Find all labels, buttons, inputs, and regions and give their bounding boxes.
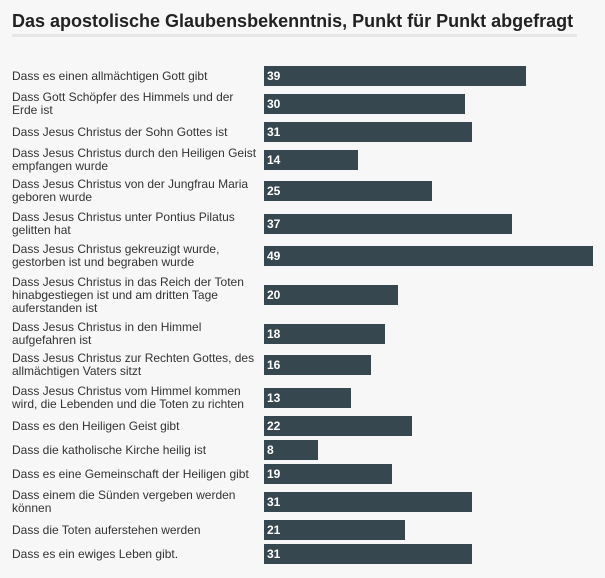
bar [264, 324, 385, 344]
category-label: Dass Jesus Christus der Sohn Gottes ist [12, 124, 228, 139]
category-label: Dass die katholische Kirche heilig ist [12, 442, 207, 457]
bar-value-label: 20 [267, 288, 281, 302]
category-label: Dass es eine Gemeinschaft der Heiligen g… [12, 466, 249, 481]
category-label: Dass Jesus Christus von der Jungfrau Mar… [12, 177, 249, 204]
bar [264, 94, 466, 114]
category-label: Dass Jesus Christus vom Himmel kommen wi… [12, 384, 244, 411]
bar-value-label: 37 [267, 217, 281, 231]
bar-value-label: 14 [267, 153, 281, 167]
bar [264, 122, 473, 142]
bar [264, 285, 399, 305]
bar [264, 355, 372, 375]
bar [264, 181, 432, 201]
bar-value-label: 49 [267, 249, 281, 263]
bar-value-label: 31 [267, 125, 281, 139]
category-label: Dass Jesus Christus in das Reich der Tot… [12, 274, 244, 315]
bar [264, 416, 412, 436]
bar [264, 544, 473, 564]
bar-value-label: 16 [267, 358, 281, 372]
bar [264, 150, 358, 170]
bar [264, 214, 513, 234]
bar-value-label: 18 [267, 327, 281, 341]
bar [264, 440, 318, 460]
bar-value-label: 31 [267, 547, 281, 561]
category-label: Dass Jesus Christus unter Pontius Pilatu… [12, 210, 235, 237]
bar [264, 492, 473, 512]
bar-value-label: 31 [267, 495, 281, 509]
bar-value-label: 39 [267, 69, 281, 83]
category-label: Dass Gott Schöpfer des Himmels und der E… [12, 90, 234, 117]
bar [264, 520, 405, 540]
category-label: Dass es ein ewiges Leben gibt. [12, 546, 179, 561]
bar [264, 66, 526, 86]
bar [264, 388, 352, 408]
title-underline [12, 34, 577, 37]
bar-value-label: 8 [267, 443, 274, 457]
category-label: Dass es den Heiligen Geist gibt [12, 418, 180, 433]
bar-value-label: 13 [267, 391, 281, 405]
bar-value-label: 30 [267, 97, 281, 111]
category-label: Dass Jesus Christus zur Rechten Gottes, … [12, 351, 255, 378]
bar [264, 246, 593, 266]
bar-value-label: 22 [267, 419, 281, 433]
category-label: Dass Jesus Christus durch den Heiligen G… [12, 146, 257, 173]
category-label: Dass Jesus Christus in den Himmel aufgef… [12, 320, 202, 347]
category-label: Dass einem die Sünden vergeben werden kö… [12, 488, 236, 515]
bar-value-label: 21 [267, 523, 281, 537]
bar-value-label: 19 [267, 467, 281, 481]
bar-value-label: 25 [267, 184, 281, 198]
category-label: Dass es einen allmächtigen Gott gibt [12, 68, 208, 83]
category-label: Dass Jesus Christus gekreuzigt wurde, ge… [12, 242, 220, 269]
bar [264, 464, 392, 484]
chart-title: Das apostolische Glaubensbekenntnis, Pun… [12, 11, 574, 31]
category-label: Dass die Toten auferstehen werden [12, 522, 201, 537]
